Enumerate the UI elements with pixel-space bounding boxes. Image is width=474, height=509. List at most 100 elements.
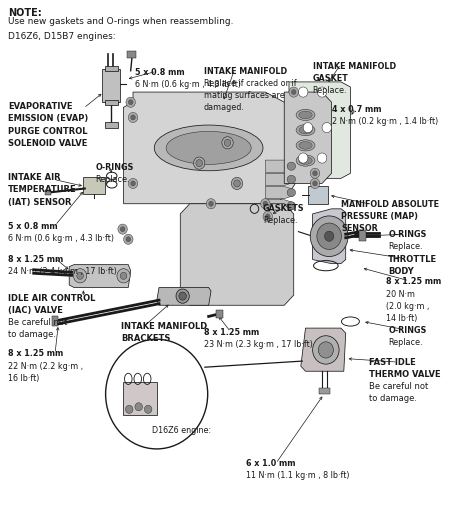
Text: INTAKE MANIFOLD: INTAKE MANIFOLD [313, 62, 396, 71]
Text: SENSOR: SENSOR [341, 224, 378, 233]
Circle shape [263, 201, 268, 206]
Circle shape [261, 199, 270, 209]
Circle shape [224, 139, 231, 147]
Text: D16Z6 engine:: D16Z6 engine: [152, 426, 211, 435]
Text: BODY: BODY [388, 267, 414, 276]
Circle shape [318, 87, 327, 97]
Text: 6 N·m (0.6 kg·m , 4.3 lb·ft): 6 N·m (0.6 kg·m , 4.3 lb·ft) [8, 234, 114, 243]
Ellipse shape [287, 162, 296, 170]
Text: 16 lb·ft): 16 lb·ft) [8, 374, 39, 383]
Circle shape [234, 180, 240, 187]
Polygon shape [301, 328, 346, 371]
Ellipse shape [299, 111, 312, 119]
Bar [83, 177, 105, 193]
Circle shape [231, 177, 243, 189]
Text: 24 N·m (2.4 kg·m , 17 lb·ft): 24 N·m (2.4 kg·m , 17 lb·ft) [8, 267, 117, 276]
Text: O-RINGS: O-RINGS [388, 326, 427, 334]
Text: BRACKETS: BRACKETS [121, 334, 171, 343]
Circle shape [176, 289, 189, 303]
Text: Be careful not: Be careful not [369, 382, 428, 391]
Text: INTAKE AIR: INTAKE AIR [8, 173, 60, 182]
Bar [123, 382, 156, 415]
Circle shape [73, 269, 87, 283]
Bar [308, 186, 328, 204]
Circle shape [310, 216, 348, 257]
Circle shape [128, 112, 138, 123]
Text: THERMO VALVE: THERMO VALVE [369, 370, 441, 379]
Text: INTAKE MANIFOLD: INTAKE MANIFOLD [121, 322, 208, 330]
Text: EMISSION (EVAP): EMISSION (EVAP) [8, 115, 88, 123]
Text: NOTE:: NOTE: [8, 8, 42, 18]
Circle shape [318, 342, 333, 358]
Polygon shape [265, 200, 294, 212]
Circle shape [299, 153, 308, 163]
Circle shape [310, 168, 319, 178]
Circle shape [265, 214, 270, 219]
Text: Be careful not: Be careful not [8, 318, 67, 327]
Text: (2.0 kg·m ,: (2.0 kg·m , [386, 302, 429, 310]
Polygon shape [180, 204, 294, 305]
Text: FAST IDLE: FAST IDLE [369, 357, 416, 366]
Circle shape [179, 292, 186, 300]
Text: damaged.: damaged. [204, 103, 245, 112]
Bar [52, 317, 58, 326]
Text: GASKETS: GASKETS [263, 204, 305, 213]
Circle shape [299, 87, 308, 97]
Bar [105, 122, 118, 128]
Polygon shape [284, 92, 331, 183]
Text: 8 x 1.25 mm: 8 x 1.25 mm [386, 277, 441, 287]
Text: 23 N·m (2.3 kg·m , 17 lb·ft): 23 N·m (2.3 kg·m , 17 lb·ft) [204, 341, 313, 349]
Text: Use new gaskets and O-rings when reassembling.: Use new gaskets and O-rings when reassem… [8, 17, 233, 26]
Text: MANIFOLD ABSOLUTE: MANIFOLD ABSOLUTE [341, 200, 439, 209]
Ellipse shape [299, 142, 312, 149]
Circle shape [193, 157, 205, 169]
Ellipse shape [287, 175, 296, 183]
Text: D16Z6, D15B7 engines:: D16Z6, D15B7 engines: [8, 32, 115, 41]
Circle shape [310, 178, 319, 188]
Text: Replace.: Replace. [388, 338, 423, 347]
Ellipse shape [287, 202, 296, 210]
Circle shape [292, 90, 296, 95]
Polygon shape [265, 160, 294, 172]
Text: mating surfaces are: mating surfaces are [204, 91, 285, 100]
Ellipse shape [166, 131, 251, 164]
Text: 8 x 1.25 mm: 8 x 1.25 mm [204, 328, 259, 337]
Text: INTAKE MANIFOLD: INTAKE MANIFOLD [204, 67, 287, 76]
Text: to damage.: to damage. [8, 330, 56, 339]
Ellipse shape [296, 140, 315, 151]
Polygon shape [289, 82, 350, 178]
Circle shape [324, 231, 334, 241]
Text: 2 N·m (0.2 kg·m , 1.4 lb·ft): 2 N·m (0.2 kg·m , 1.4 lb·ft) [331, 117, 438, 126]
Text: 6 x 1.0 mm: 6 x 1.0 mm [246, 459, 296, 468]
Circle shape [196, 160, 202, 166]
Polygon shape [313, 209, 346, 264]
Circle shape [206, 199, 216, 209]
Bar [359, 230, 365, 241]
Text: 11 N·m (1.1 kg·m , 8 lb·ft): 11 N·m (1.1 kg·m , 8 lb·ft) [246, 471, 350, 480]
Ellipse shape [299, 157, 312, 164]
Text: SOLENOID VALVE: SOLENOID VALVE [8, 139, 87, 148]
Circle shape [120, 272, 127, 279]
Text: 4 x 0.7 mm: 4 x 0.7 mm [331, 105, 381, 114]
Bar [216, 310, 223, 319]
Ellipse shape [299, 126, 312, 134]
Text: GASKET: GASKET [313, 74, 348, 83]
Circle shape [313, 336, 339, 364]
Circle shape [117, 269, 130, 283]
Circle shape [303, 123, 313, 133]
Circle shape [313, 181, 318, 186]
Ellipse shape [296, 125, 315, 136]
Polygon shape [156, 288, 211, 305]
Circle shape [128, 100, 133, 105]
Text: EVAPORATIVE: EVAPORATIVE [8, 102, 72, 111]
Circle shape [77, 272, 83, 279]
Text: THROTTLE: THROTTLE [388, 254, 438, 264]
Text: 22 N·m (2.2 kg·m ,: 22 N·m (2.2 kg·m , [8, 361, 83, 371]
Circle shape [126, 405, 133, 413]
Bar [105, 100, 118, 105]
Circle shape [128, 178, 138, 188]
Circle shape [124, 234, 133, 244]
Text: Replace.: Replace. [388, 242, 423, 251]
Polygon shape [69, 265, 131, 288]
Ellipse shape [155, 125, 263, 171]
